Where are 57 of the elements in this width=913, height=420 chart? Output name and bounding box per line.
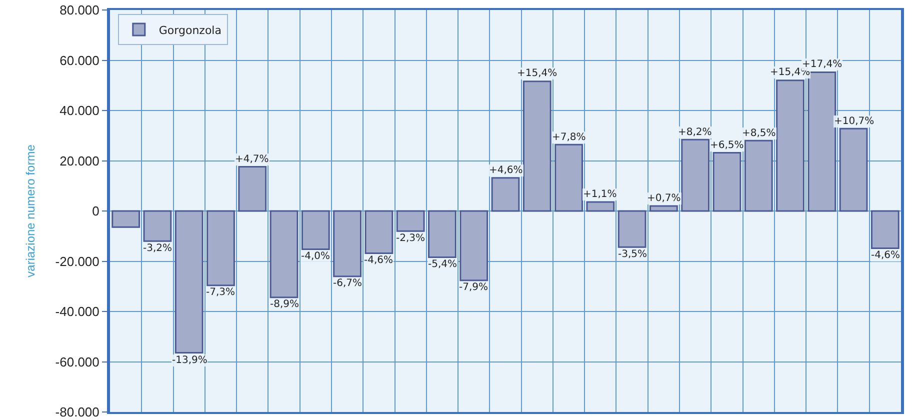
bar [270, 210, 298, 298]
annotation: +17,4% [802, 59, 842, 70]
bar [808, 72, 836, 212]
annotation: -7,3% [206, 287, 236, 298]
bar [650, 205, 678, 212]
bar [460, 210, 488, 282]
y-tick-label: -20.000 [55, 254, 100, 269]
bar [491, 177, 520, 212]
y-tick-label: 60.000 [60, 52, 100, 68]
annotation: -8,9% [270, 299, 300, 310]
annotation: +4,6% [489, 165, 523, 176]
y-tick-label: -60.000 [55, 354, 100, 370]
annotation: -2,3% [396, 233, 426, 244]
y-tick-label: 40.000 [60, 103, 100, 118]
annotation: +0,7% [647, 193, 681, 204]
y-tick-label: -40.000 [55, 304, 100, 320]
annotation: -6,7% [333, 278, 362, 289]
annotation: +1,1% [583, 189, 617, 200]
bar [554, 144, 583, 212]
y-axis-title: variazione numero forme [24, 144, 38, 278]
annotation: -4,6% [364, 255, 394, 266]
annotation: +10,7% [834, 116, 874, 127]
y-tick-label: -80.000 [55, 404, 100, 420]
annotation: +4,7% [235, 154, 269, 165]
bar [396, 210, 425, 232]
bar [143, 210, 172, 242]
annotation: +8,2% [678, 127, 712, 138]
bar [112, 210, 140, 228]
annotation: -5,4% [428, 259, 458, 270]
legend-label: Gorgonzola [158, 24, 222, 37]
annotation: -3,5% [618, 249, 648, 260]
annotation: +8,5% [742, 128, 776, 139]
bar [618, 210, 646, 248]
bar [206, 210, 235, 286]
bar [174, 210, 204, 354]
bar [681, 138, 710, 212]
bar [586, 201, 615, 212]
annotation: +6,5% [710, 140, 744, 151]
bar [744, 140, 773, 212]
bar [301, 210, 330, 250]
y-tick-label: 0 [92, 204, 100, 219]
annotation: -7,9% [459, 282, 488, 293]
bar [870, 210, 900, 249]
bar [712, 152, 742, 212]
y-tick-label: 20.000 [60, 153, 100, 168]
bar [333, 210, 362, 278]
bar [428, 210, 456, 258]
bar [238, 166, 267, 212]
annotation: -3,2% [143, 243, 172, 254]
bar [364, 210, 394, 254]
annotation: -4,6% [871, 250, 900, 261]
annotation: -4,0% [301, 251, 330, 262]
annotation: +15,4% [517, 68, 558, 79]
y-tick-label: 80.000 [60, 2, 100, 18]
annotation: -13,9% [172, 355, 208, 366]
annotation: +15,4% [770, 67, 810, 78]
annotation: +7,8% [552, 132, 586, 143]
